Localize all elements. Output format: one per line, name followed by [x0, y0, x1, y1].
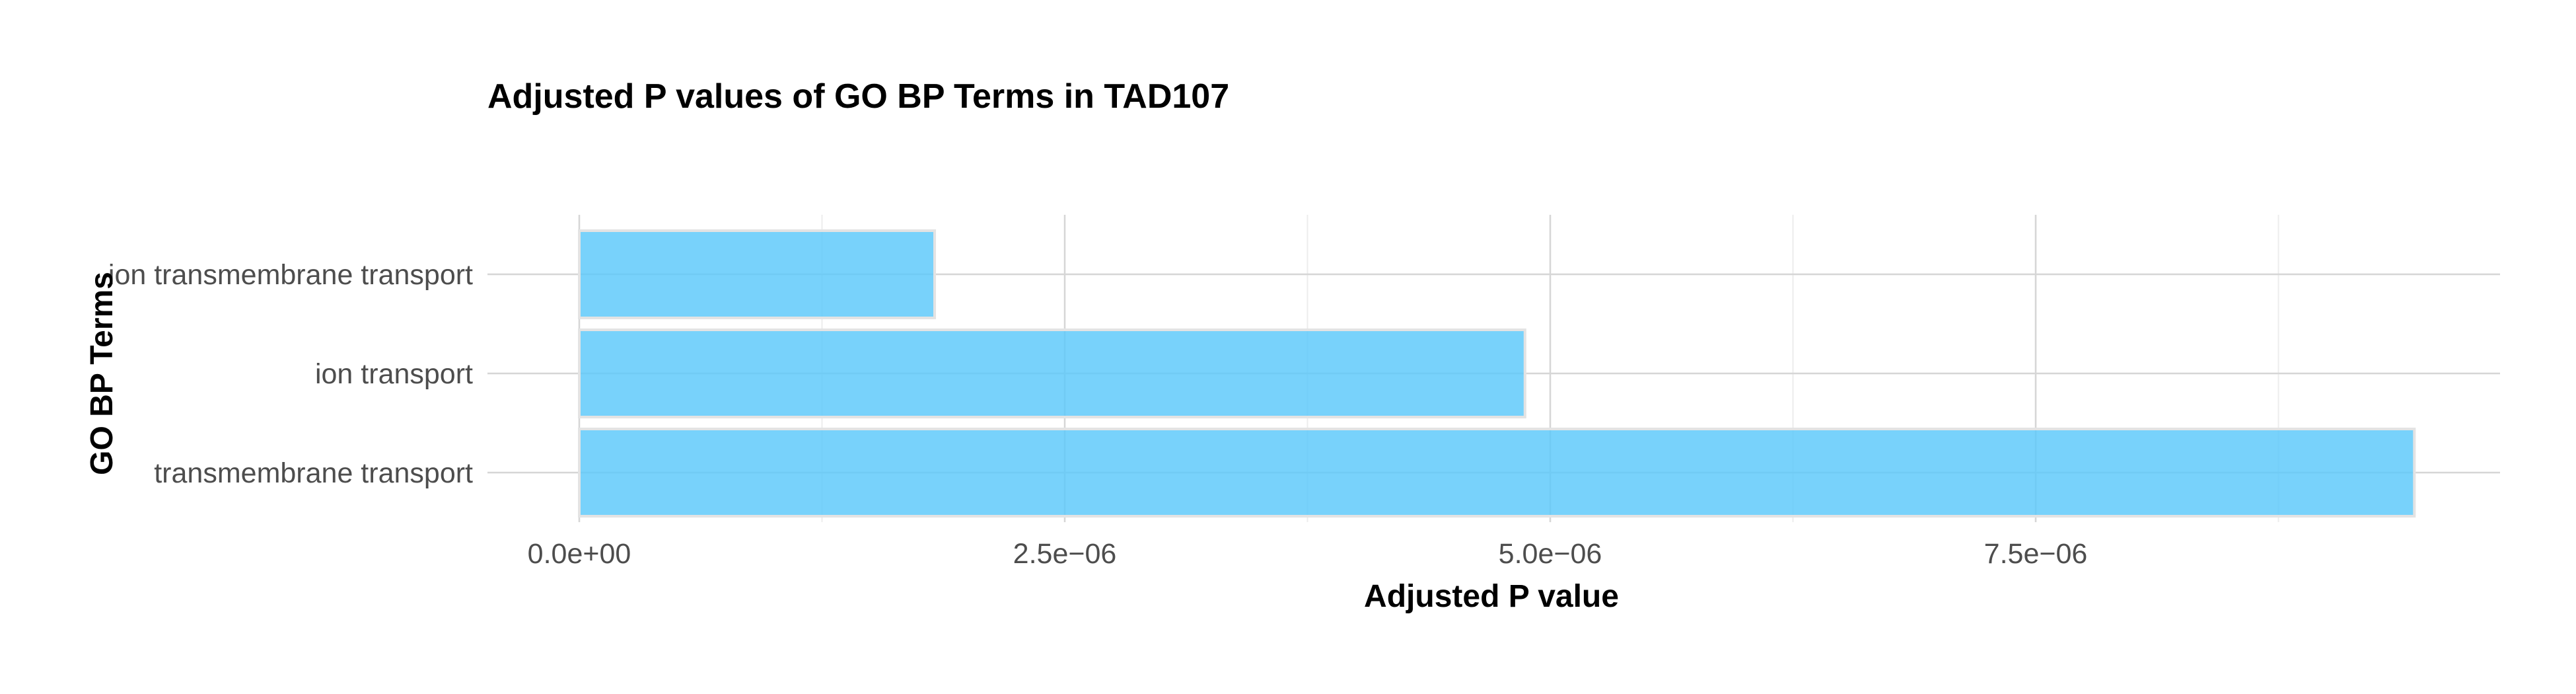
x-tick-label: 7.5e−06 — [1984, 538, 2088, 570]
y-axis-title: GO BP Terms — [85, 272, 120, 475]
x-tick-label: 5.0e−06 — [1499, 538, 1602, 570]
bar-transmembrane-transport — [578, 428, 2416, 518]
bar-ion-transport — [578, 328, 1526, 418]
chart-title: Adjusted P values of GO BP Terms in TAD1… — [487, 77, 1229, 116]
x-axis-title: Adjusted P value — [1364, 579, 1619, 614]
bars — [578, 229, 2416, 518]
bar-ion-transmembrane-transport — [578, 229, 937, 319]
y-tick-labels: ion transmembrane transport ion transport… — [108, 259, 473, 489]
y-tick-label: ion transmembrane transport — [108, 259, 473, 291]
y-tick-label: transmembrane transport — [154, 457, 473, 489]
x-tick-label: 0.0e+00 — [528, 538, 631, 570]
x-tick-labels: 0.0e+00 2.5e−06 5.0e−06 7.5e−06 — [528, 538, 2088, 570]
y-tick-label: ion transport — [315, 358, 473, 390]
x-tick-label: 2.5e−06 — [1013, 538, 1117, 570]
